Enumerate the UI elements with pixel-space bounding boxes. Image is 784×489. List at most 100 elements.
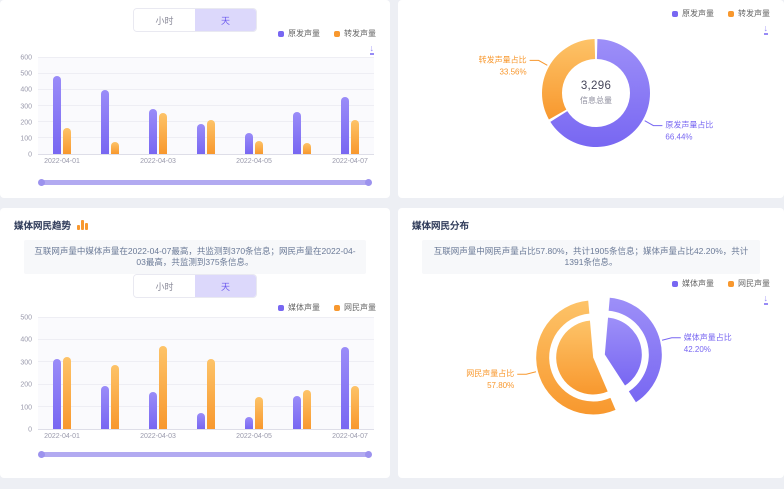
slider-handle-left[interactable]: [38, 179, 45, 186]
bar[interactable]: [245, 416, 253, 429]
legend-label: 转发声量: [344, 29, 376, 38]
bar[interactable]: [255, 141, 263, 154]
y-tick-label: 400: [20, 86, 32, 94]
slider-bar[interactable]: [41, 452, 369, 457]
y-tick-label: 0: [28, 151, 32, 159]
bar[interactable]: [149, 109, 157, 154]
bar-group: [86, 58, 134, 154]
panel-title: 媒体网民趋势: [14, 221, 72, 232]
pie-label: 原发声量占比 66.44%: [665, 120, 713, 142]
data-zoom-slider[interactable]: [38, 451, 372, 458]
legend-item-origin[interactable]: 原发声量: [672, 8, 714, 19]
bar[interactable]: [197, 124, 205, 154]
donut-chart-media-netizen[interactable]: 媒体声量占比 42.20% 网民声量占比 57.80%: [398, 208, 784, 478]
bar[interactable]: [101, 90, 109, 154]
toggle-hour-button[interactable]: 小时: [134, 9, 195, 31]
export-icon[interactable]: ↓: [763, 23, 768, 35]
panel-media-netizen-distribution: 媒体网民分布 互联网声量中网民声量占比57.80%，共计1905条信息；媒体声量…: [398, 208, 784, 478]
summary-text: 互联网声量中网民声量占比57.80%，共计1905条信息；媒体声量占比42.20…: [422, 240, 760, 275]
bar-group: [278, 318, 326, 429]
legend-label: 网民声量: [344, 303, 376, 312]
bar-chart-origin-repost[interactable]: 0 100 200 300 400 500 600 2022-04-01 2022-04-03…: [10, 55, 374, 168]
legend-item-netizen[interactable]: 网民声量: [728, 278, 770, 289]
legend-label: 原发声量: [682, 9, 714, 18]
gridline: [38, 89, 374, 90]
legend-label: 原发声量: [288, 29, 320, 38]
data-zoom-slider[interactable]: [38, 179, 372, 186]
bar-chart-icon: [77, 220, 89, 230]
slider-handle-left[interactable]: [38, 451, 45, 458]
legend-item-media[interactable]: 媒体声量: [672, 278, 714, 289]
bar[interactable]: [207, 359, 215, 429]
x-tick-label: 2022-04-07: [332, 158, 368, 165]
panel-origin-repost-trend: 小时 天 原发声量 转发声量 ↓ 0 100 200 300 400 500 600 202…: [0, 0, 390, 198]
gridline: [38, 73, 374, 74]
y-tick-label: 200: [20, 119, 32, 127]
bar-group: [326, 58, 374, 154]
legend-label: 网民声量: [738, 279, 770, 288]
bar[interactable]: [341, 97, 349, 154]
pie-segment[interactable]: [604, 297, 662, 403]
bar-chart-media-netizen[interactable]: 0 100 200 300 400 500 2022-04-01 2022-04-03 202…: [10, 315, 374, 443]
y-tick-label: 0: [28, 426, 32, 434]
bar[interactable]: [53, 359, 61, 429]
bar[interactable]: [63, 356, 71, 429]
bar[interactable]: [255, 396, 263, 429]
gridline: [38, 317, 374, 318]
bar[interactable]: [245, 133, 253, 154]
bar[interactable]: [341, 346, 349, 429]
slider-handle-right[interactable]: [365, 451, 372, 458]
toggle-day-button[interactable]: 天: [195, 275, 256, 297]
legend-item-origin[interactable]: 原发声量: [278, 28, 320, 39]
granularity-toggle: 小时 天: [133, 274, 257, 298]
bar[interactable]: [351, 385, 359, 429]
bar[interactable]: [207, 120, 215, 154]
legend-item-netizen[interactable]: 网民声量: [334, 302, 376, 313]
y-axis: 0 100 200 300 400 500 600: [10, 55, 38, 159]
bar[interactable]: [63, 128, 71, 154]
slider-bar[interactable]: [41, 180, 369, 185]
bar[interactable]: [159, 113, 167, 154]
x-tick-label: 2022-04-05: [236, 433, 272, 440]
bar[interactable]: [101, 385, 109, 429]
bar[interactable]: [111, 142, 119, 154]
x-axis: 2022-04-01 2022-04-03 2022-04-05 2022-04-07: [38, 430, 374, 443]
legend: 原发声量 转发声量: [672, 8, 770, 19]
export-icon[interactable]: ↓: [369, 43, 374, 55]
donut-chart-origin-repost[interactable]: 原发声量占比 66.44% 转发声量占比 33.56%: [398, 0, 784, 198]
y-tick-label: 400: [20, 336, 32, 344]
bar-group: [326, 318, 374, 429]
bar[interactable]: [303, 390, 311, 429]
bar[interactable]: [303, 142, 311, 154]
y-axis: 0 100 200 300 400 500: [10, 315, 38, 434]
gridline: [38, 405, 374, 407]
legend-item-media[interactable]: 媒体声量: [278, 302, 320, 313]
bar-group: [182, 318, 230, 429]
gridline: [38, 57, 374, 58]
bar[interactable]: [149, 392, 157, 429]
bar[interactable]: [53, 75, 61, 154]
bar[interactable]: [159, 345, 167, 429]
plot-area: [38, 57, 374, 155]
legend-item-repost[interactable]: 转发声量: [334, 28, 376, 39]
bar[interactable]: [293, 395, 301, 429]
pie-segment[interactable]: [550, 39, 650, 147]
slider-handle-right[interactable]: [365, 179, 372, 186]
bar[interactable]: [111, 364, 119, 429]
export-icon[interactable]: ↓: [763, 293, 768, 305]
pie-label-line: [529, 59, 548, 66]
bar-groups: [38, 318, 374, 429]
toggle-hour-button[interactable]: 小时: [134, 275, 195, 297]
bar[interactable]: [351, 120, 359, 154]
legend-marker-purple: [672, 280, 678, 287]
pie-segment[interactable]: [542, 39, 596, 120]
legend-item-repost[interactable]: 转发声量: [728, 8, 770, 19]
pie-segment[interactable]: [536, 300, 616, 415]
x-tick-label: 2022-04-03: [140, 158, 176, 165]
bar[interactable]: [293, 112, 301, 154]
toggle-day-button[interactable]: 天: [195, 9, 256, 31]
pie-label-line: [644, 120, 663, 127]
panel-media-netizen-trend: 媒体网民趋势 互联网声量中媒体声量在2022-04-07最高，共监测到370条信…: [0, 208, 390, 478]
bar[interactable]: [197, 413, 205, 429]
x-tick-label: 2022-04-07: [332, 433, 368, 440]
